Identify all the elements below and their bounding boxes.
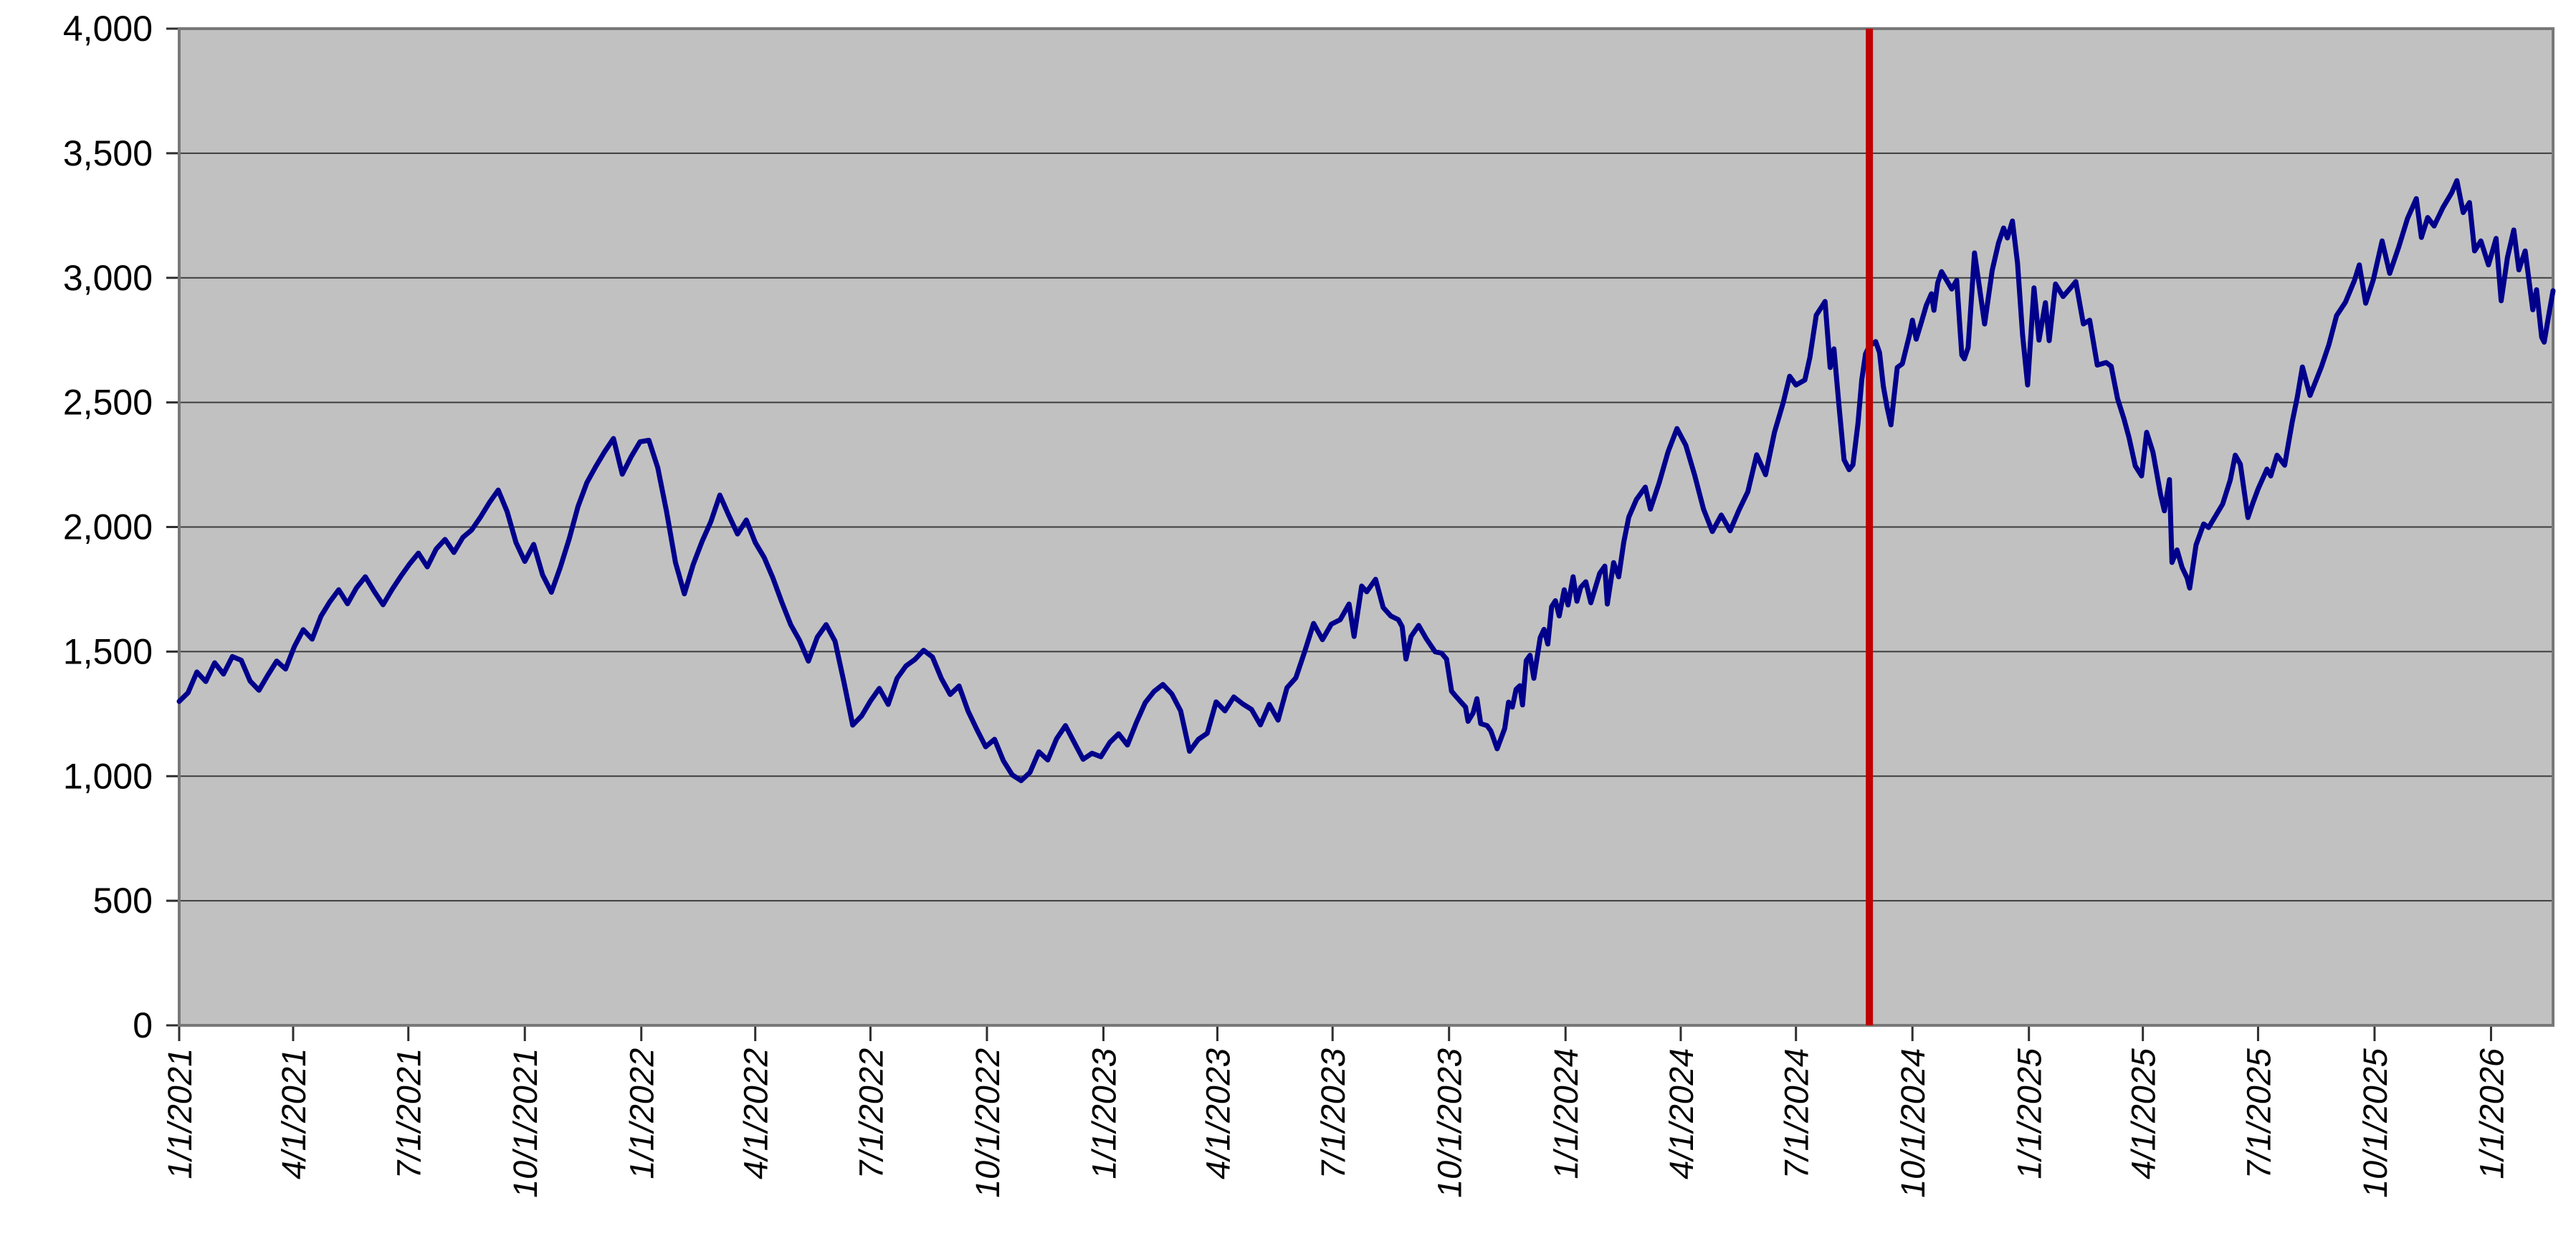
- x-axis-label: 7/1/2022: [853, 1045, 891, 1182]
- x-axis-label: 10/1/2022: [969, 1045, 1007, 1201]
- x-axis-label: 10/1/2021: [507, 1045, 545, 1201]
- plot-border: [178, 27, 2554, 1027]
- x-axis-label: 4/1/2022: [738, 1045, 776, 1182]
- y-axis-label: 2,000: [63, 507, 153, 547]
- x-axis-label: 1/1/2021: [161, 1045, 199, 1182]
- x-axis-label: 4/1/2024: [1663, 1045, 1701, 1182]
- y-axis-label: 4,000: [63, 9, 153, 49]
- x-axis-label: 10/1/2023: [1431, 1045, 1469, 1201]
- series-line: [176, 178, 2556, 783]
- x-axis-label: 1/1/2022: [624, 1045, 662, 1182]
- y-axis-label: 3,500: [63, 133, 153, 173]
- y-axis-label: 1,500: [63, 631, 153, 671]
- y-axis-label: 1,000: [63, 756, 153, 796]
- x-axis-label: 4/1/2025: [2125, 1045, 2163, 1182]
- y-axis-label: 500: [93, 881, 153, 921]
- x-axis-label: 7/1/2025: [2241, 1045, 2279, 1182]
- y-axis-label: 3,000: [63, 258, 153, 298]
- x-axis-label: 1/1/2025: [2011, 1045, 2049, 1182]
- x-axis-label: 1/1/2023: [1086, 1045, 1124, 1182]
- x-axis-label: 4/1/2021: [275, 1045, 313, 1182]
- axis-ticks: [166, 27, 2492, 1041]
- y-axis-labels: 0 500 1,000 1,500 2,000 2,500 3,000 3,500 4,000: [63, 9, 153, 1045]
- x-axis-label: 7/1/2023: [1315, 1045, 1353, 1182]
- x-axis-label: 7/1/2021: [391, 1045, 429, 1182]
- x-axis-label: 4/1/2023: [1200, 1045, 1238, 1182]
- x-axis-label: 1/1/2024: [1548, 1045, 1586, 1182]
- y-axis-label: 2,500: [63, 383, 153, 423]
- y-axis-label: 0: [133, 1005, 153, 1045]
- x-axis-label: 10/1/2025: [2357, 1045, 2395, 1201]
- x-axis-label: 1/1/2026: [2474, 1045, 2511, 1182]
- x-axis-label: 7/1/2024: [1778, 1045, 1816, 1182]
- x-axis-labels: 1/1/2021 4/1/2021 7/1/2021 10/1/2021 1/1/202…: [161, 1045, 2511, 1201]
- x-axis-label: 10/1/2024: [1895, 1045, 1933, 1201]
